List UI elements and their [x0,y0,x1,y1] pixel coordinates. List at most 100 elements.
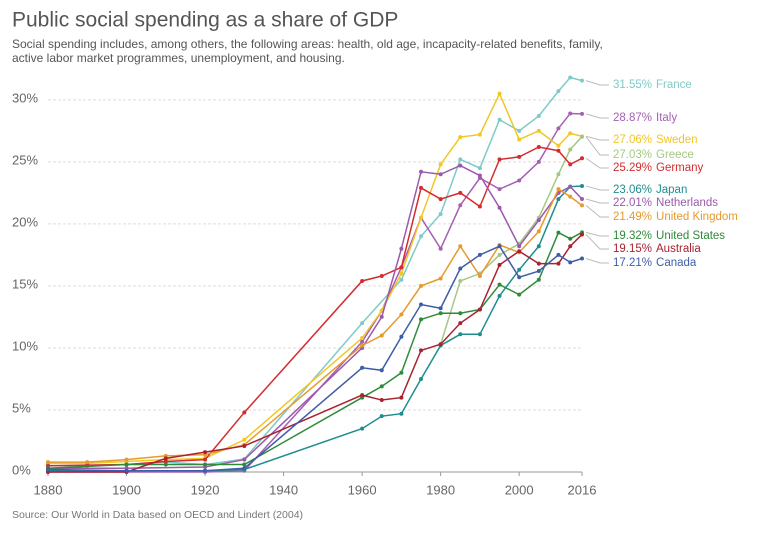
data-point [497,117,502,122]
value-label: 31.55% [613,79,652,91]
data-point [477,307,482,312]
data-point [477,173,482,178]
data-point [517,275,522,280]
series-label: 17.21% Canada [613,257,697,269]
label-connector [585,258,609,264]
data-point [242,457,247,462]
series-label: 19.15% Australia [613,243,701,255]
data-point [458,332,463,337]
value-label: 27.03% [613,149,652,161]
data-point [556,89,561,94]
data-point [580,203,584,208]
data-point [419,376,424,381]
x-tick-label: 1880 [34,482,63,497]
data-point [568,184,573,189]
data-point [556,197,561,202]
data-point [46,460,50,465]
y-tick-label: 10% [12,338,38,353]
series-label: 28.87% Italy [613,112,677,124]
data-point [580,111,584,116]
x-tick-label: 1920 [191,482,220,497]
data-point [517,154,522,159]
value-label: 19.32% [613,230,652,242]
data-point [360,321,365,326]
data-point [399,312,404,317]
data-point [536,113,541,118]
data-point [163,462,168,467]
data-point [568,244,573,249]
data-point [497,293,502,298]
series-line [47,245,583,472]
x-tick-label: 1900 [112,482,141,497]
data-point [419,215,424,220]
value-label: 28.87% [613,112,652,124]
data-point [379,398,384,403]
data-point [399,395,404,400]
data-point [458,266,463,271]
data-point [458,244,463,249]
data-point [458,311,463,316]
legend-label: Germany [656,162,704,174]
data-point [399,411,404,416]
value-label: 25.29% [613,162,652,174]
y-tick-label: 25% [12,152,38,167]
y-tick-label: 30% [12,90,38,105]
data-point [497,91,502,96]
x-tick-label: 1960 [348,482,377,497]
data-point [458,163,463,168]
data-point [379,314,384,319]
data-point [536,277,541,282]
data-point [438,342,443,347]
legend-label: Australia [656,243,701,255]
label-connector [585,113,609,119]
data-point [163,456,168,461]
data-point [458,203,463,208]
label-connector [585,135,609,141]
data-point [438,246,443,251]
data-point [517,249,522,254]
series-label: 23.06% Japan [613,184,687,196]
data-point [399,265,404,270]
series-label: 27.03% Greece [613,149,694,161]
data-point [556,252,561,257]
data-point [556,172,561,177]
series-line [48,188,583,463]
value-label: 19.15% [613,243,652,255]
data-point [580,183,584,188]
data-point [477,252,482,257]
label-connector [585,185,609,191]
data-point [477,332,482,337]
data-point [399,246,404,251]
data-point [497,282,502,287]
data-point [124,457,129,462]
data-point [580,196,584,201]
data-point [536,128,541,133]
value-label: 23.06% [613,184,652,196]
data-point [497,157,502,162]
data-point [556,143,561,148]
data-point [517,128,522,133]
data-point [242,437,247,442]
data-point [517,267,522,272]
legend-label: Greece [656,149,694,161]
data-point [497,187,502,192]
data-point [379,333,384,338]
data-point [360,365,365,370]
data-point [438,306,443,311]
data-point [497,205,502,210]
data-point [536,261,541,266]
series-label: 19.32% United States [613,230,725,242]
data-point [438,172,443,177]
data-point [360,426,365,431]
data-point [497,262,502,267]
source: Source: Our World in Data based on OECD … [12,509,303,521]
x-tick-label: 1980 [426,482,455,497]
data-point [242,466,247,471]
data-point [85,460,90,465]
data-point [242,443,247,448]
data-point [580,256,584,261]
data-point [536,229,541,234]
value-label: 27.06% [613,134,652,146]
data-point [580,156,584,161]
